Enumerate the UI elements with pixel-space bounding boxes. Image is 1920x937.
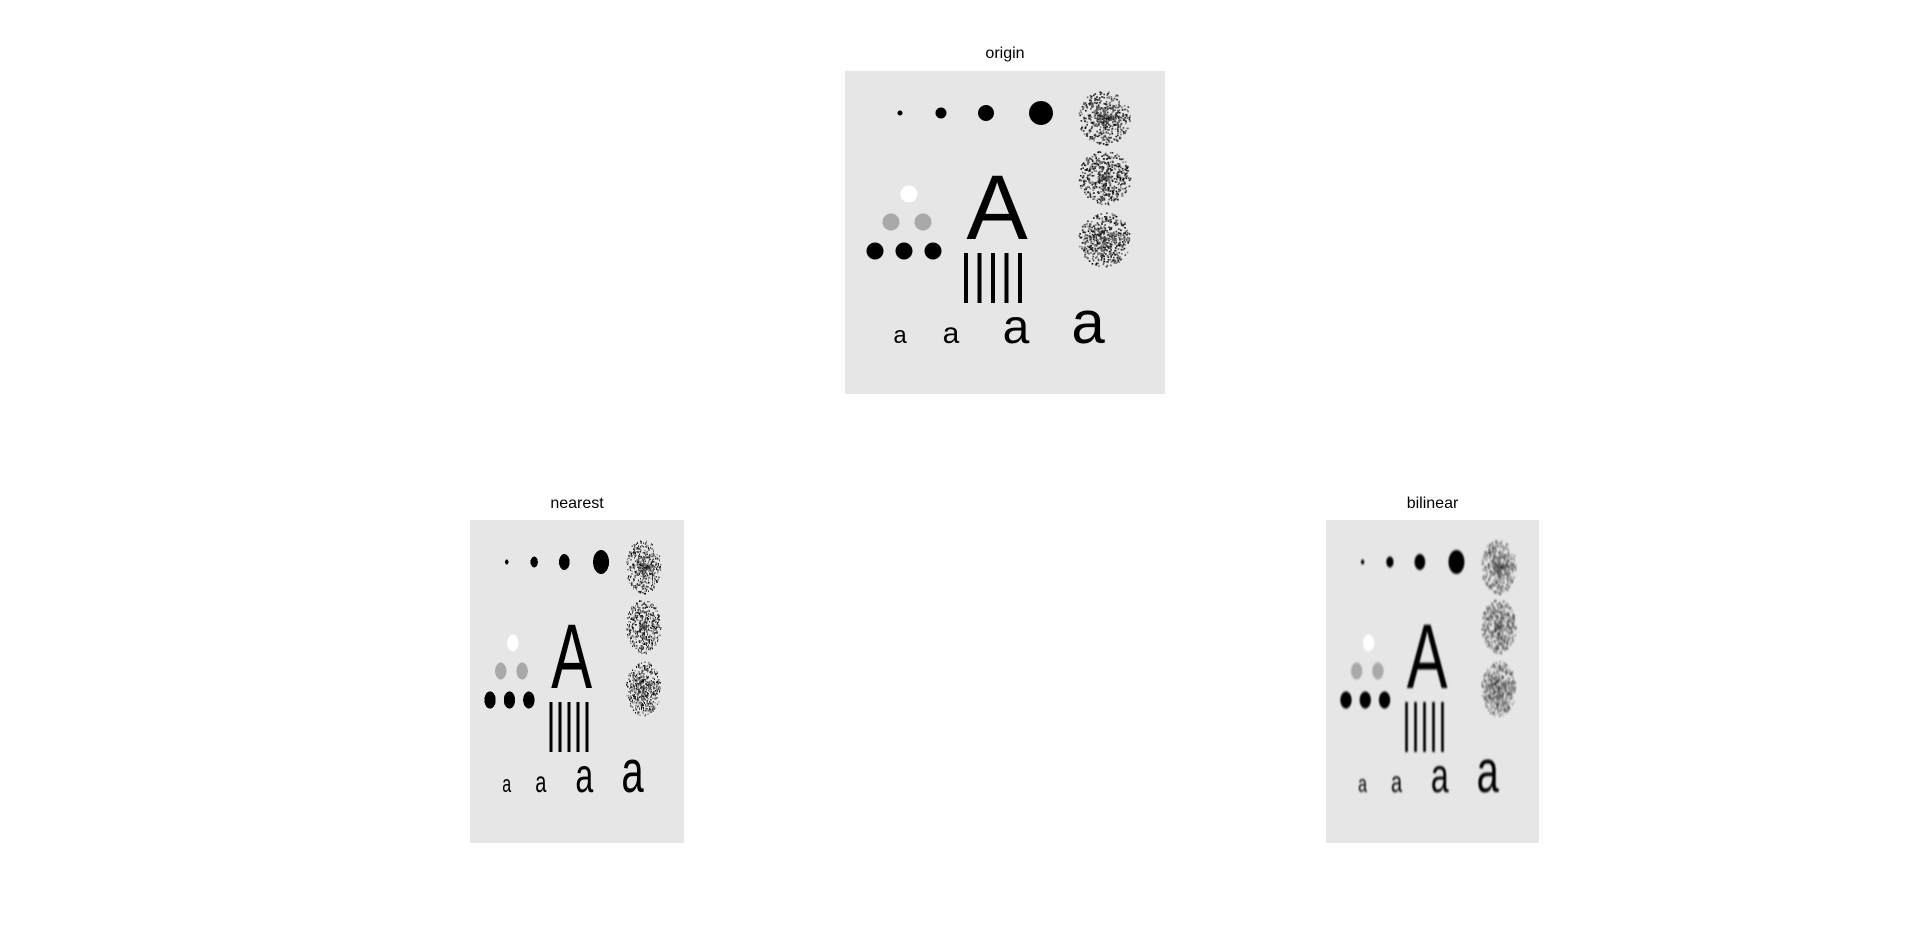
black-dot	[504, 692, 515, 709]
small-letter: a	[502, 772, 511, 798]
gray-dot	[1351, 663, 1362, 680]
test-pattern-image: Aa a a a	[470, 520, 684, 843]
panel-title-origin: origin	[845, 45, 1165, 63]
small-letter: a	[1003, 301, 1030, 354]
gray-dot	[1372, 663, 1383, 680]
vertical-bar	[1405, 702, 1408, 752]
gray-dot	[495, 663, 506, 680]
small-letter: a	[575, 749, 593, 803]
white-dot	[901, 186, 918, 203]
black-dot	[1379, 692, 1390, 709]
top-dot	[1386, 557, 1393, 568]
gray-dot	[883, 214, 900, 231]
small-letter: a	[1391, 766, 1403, 799]
vertical-bar	[1018, 253, 1022, 303]
black-dot	[1360, 692, 1371, 709]
vertical-bar	[978, 253, 982, 303]
test-pattern-image: Aa a a a	[1326, 520, 1539, 843]
vertical-bar	[550, 702, 553, 752]
top-dot	[978, 105, 994, 121]
black-dot	[867, 243, 884, 260]
small-letter: a	[1431, 748, 1449, 802]
panel-title-nearest: nearest	[470, 495, 684, 513]
top-dot	[1415, 554, 1426, 570]
top-dot	[1029, 101, 1053, 125]
vertical-bar	[991, 253, 995, 303]
small-letter: a	[1477, 738, 1500, 805]
top-dot	[936, 108, 947, 119]
top-dot	[531, 557, 538, 568]
gray-dot	[516, 663, 527, 680]
vertical-bar	[577, 702, 580, 752]
small-letter: a	[1358, 772, 1367, 798]
vertical-bar	[586, 702, 589, 752]
vertical-bar	[1423, 702, 1426, 752]
small-letter: a	[893, 322, 907, 349]
vertical-bar	[559, 702, 562, 752]
top-dot	[1361, 560, 1364, 565]
white-dot	[1363, 635, 1374, 652]
big-letter: A	[551, 605, 593, 708]
vertical-bar	[568, 702, 571, 752]
black-dot	[925, 243, 942, 260]
vertical-bar	[1441, 702, 1444, 752]
vertical-bar	[964, 253, 968, 303]
test-pattern-image: Aa a a a	[845, 71, 1165, 394]
small-letter: a	[535, 766, 547, 799]
white-dot	[507, 635, 518, 652]
big-letter: A	[1407, 604, 1448, 708]
black-dot	[484, 692, 495, 709]
small-letter: a	[1071, 289, 1105, 356]
black-dot	[896, 243, 913, 260]
black-dot	[1340, 692, 1351, 709]
panel-title-bilinear: bilinear	[1326, 495, 1539, 513]
small-letter: a	[943, 317, 960, 350]
top-dot	[898, 111, 903, 116]
top-dot	[1448, 550, 1464, 574]
vertical-bar	[1414, 702, 1417, 752]
top-dot	[505, 560, 508, 565]
vertical-bar	[1432, 702, 1435, 752]
black-dot	[523, 692, 534, 709]
small-letter: a	[621, 738, 644, 805]
top-dot	[559, 554, 570, 570]
vertical-bar	[1005, 253, 1009, 303]
big-letter: A	[966, 157, 1028, 259]
top-dot	[593, 550, 609, 574]
gray-dot	[915, 214, 932, 231]
